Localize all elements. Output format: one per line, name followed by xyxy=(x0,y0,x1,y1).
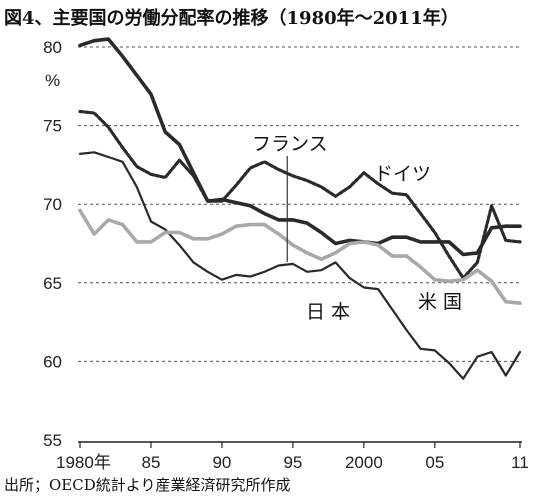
x-tick-1995: 95 xyxy=(283,453,302,472)
y-tick-70: 70 xyxy=(43,195,62,214)
y-tick-60: 60 xyxy=(43,352,62,371)
x-tick-labels: 1980年 85 90 95 2000 05 11 xyxy=(56,442,529,472)
label-2: 日 本 xyxy=(306,301,350,323)
label-0: フランス xyxy=(252,133,328,155)
grid-lines xyxy=(78,46,522,362)
y-tick-75: 75 xyxy=(43,117,62,136)
y-tick-labels: 55 60 65 70 75 80 xyxy=(43,38,62,450)
x-tick-1990: 90 xyxy=(212,453,231,472)
series-line-1 xyxy=(78,151,522,380)
x-tick-1985: 85 xyxy=(142,453,161,472)
x-tick-2005: 05 xyxy=(425,453,444,472)
x-tick-2000: 2000 xyxy=(345,453,383,472)
y-tick-80: 80 xyxy=(43,38,62,57)
y-tick-55: 55 xyxy=(43,431,62,450)
source-note: 出所；OECD統計より産業経済研究所作成 xyxy=(4,476,291,494)
series-line-2 xyxy=(78,109,522,280)
series-line-0 xyxy=(78,37,522,257)
y-tick-65: 65 xyxy=(43,274,62,293)
series-lines xyxy=(78,37,522,380)
x-tick-2011: 11 xyxy=(511,453,529,472)
series-line-3 xyxy=(78,208,522,305)
label-3: 米 国 xyxy=(418,291,462,313)
x-tick-1980: 1980年 xyxy=(56,453,111,472)
chart-title: 図4、主要国の労働分配率の推移（1980年～2011年） xyxy=(4,8,459,29)
y-axis-unit: % xyxy=(45,71,60,90)
label-1: ドイツ xyxy=(374,163,431,185)
